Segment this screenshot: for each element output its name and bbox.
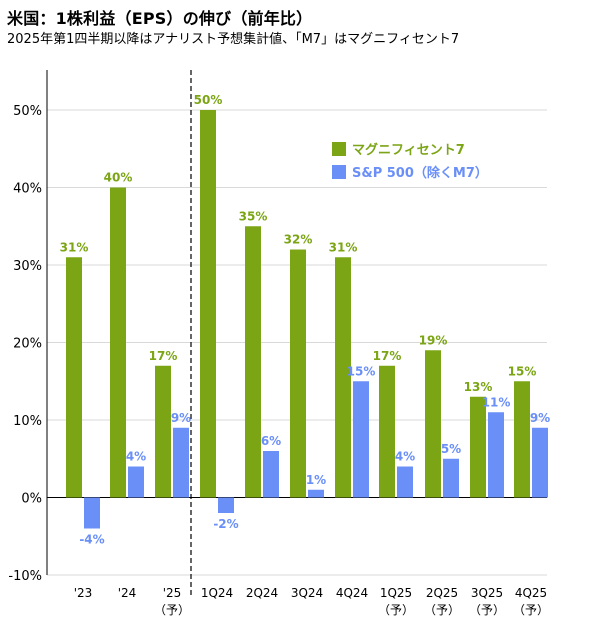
bar-sp500-ex-m7 <box>308 489 324 498</box>
forecast-note: （予） <box>424 603 460 617</box>
x-tick-label: 1Q24 <box>201 586 233 600</box>
chart-subtitle: 2025年第1四半期以降はアナリスト予想集計値、「M7」はマグニフィセント7 <box>7 32 460 47</box>
legend-label: マグニフィセント7 <box>352 142 465 158</box>
data-label: 4% <box>395 450 415 464</box>
forecast-note: （予） <box>469 603 505 617</box>
chart-title: 米国：1株利益（EPS）の伸び（前年比） <box>7 9 313 28</box>
forecast-note: （予） <box>154 603 190 617</box>
bar-magnificent7 <box>155 365 171 498</box>
y-tick-label: 20% <box>13 337 42 352</box>
bar-sp500-ex-m7 <box>488 412 504 498</box>
y-tick-label: 0% <box>21 492 42 507</box>
y-tick-label: 50% <box>13 104 42 119</box>
bar-magnificent7 <box>200 110 216 498</box>
bar-sp500-ex-m7 <box>397 466 413 498</box>
bar-sp500-ex-m7 <box>173 427 189 498</box>
y-tick-label: -10% <box>8 569 42 584</box>
bar-sp500-ex-m7 <box>443 458 459 498</box>
x-tick-label: 2Q24 <box>246 586 278 600</box>
bar-magnificent7 <box>425 350 441 498</box>
data-label: 15% <box>508 364 537 378</box>
data-label: 5% <box>441 442 461 456</box>
bar-sp500-ex-m7 <box>532 427 548 498</box>
forecast-note: （予） <box>378 603 414 617</box>
x-tick-label: '23 <box>74 586 93 600</box>
data-label: 31% <box>329 240 358 254</box>
bar-magnificent7 <box>470 396 486 498</box>
data-label: 19% <box>419 333 448 347</box>
data-label: 4% <box>126 450 146 464</box>
x-tick-label: 1Q25 <box>380 586 412 600</box>
data-label: 32% <box>284 233 313 247</box>
legend-label: S&P 500（除くM7） <box>352 165 488 181</box>
bar-magnificent7 <box>514 381 530 498</box>
x-tick-label: '25 <box>163 586 182 600</box>
bar-sp500-ex-m7 <box>263 451 279 498</box>
data-label: 15% <box>347 364 376 378</box>
y-tick-label: 10% <box>13 414 42 429</box>
bar-magnificent7 <box>110 187 126 498</box>
data-label: 9% <box>530 411 550 425</box>
forecast-note: （予） <box>513 603 549 617</box>
y-tick-label: 40% <box>13 182 42 197</box>
data-label: 40% <box>104 171 133 185</box>
data-label: 9% <box>171 411 191 425</box>
bar-magnificent7 <box>379 365 395 498</box>
bar-sp500-ex-m7 <box>218 497 234 513</box>
data-label: 6% <box>261 434 281 448</box>
data-label: 50% <box>194 93 223 107</box>
x-tick-label: 4Q24 <box>336 586 368 600</box>
bar-sp500-ex-m7 <box>353 381 369 498</box>
data-label: -4% <box>79 533 104 547</box>
bar-sp500-ex-m7 <box>128 466 144 498</box>
x-tick-label: '24 <box>118 586 137 600</box>
data-label: 31% <box>60 240 89 254</box>
legend-swatch-magnificent7 <box>332 142 346 156</box>
data-label: 17% <box>149 349 178 363</box>
data-label: -2% <box>213 517 238 531</box>
bar-magnificent7 <box>245 226 261 498</box>
bar-magnificent7 <box>66 257 82 498</box>
bar-sp500-ex-m7 <box>84 497 100 529</box>
data-label: 1% <box>306 473 326 487</box>
data-label: 35% <box>239 209 268 223</box>
y-tick-label: 30% <box>13 259 42 274</box>
x-tick-label: 2Q25 <box>426 586 458 600</box>
x-tick-label: 4Q25 <box>515 586 547 600</box>
x-tick-label: 3Q24 <box>291 586 323 600</box>
bar-magnificent7 <box>290 249 306 498</box>
legend-swatch-sp500 <box>332 165 346 179</box>
data-label: 17% <box>373 349 402 363</box>
x-tick-label: 3Q25 <box>471 586 503 600</box>
data-label: 11% <box>482 395 511 409</box>
bar-magnificent7 <box>335 257 351 498</box>
data-label: 13% <box>464 380 493 394</box>
